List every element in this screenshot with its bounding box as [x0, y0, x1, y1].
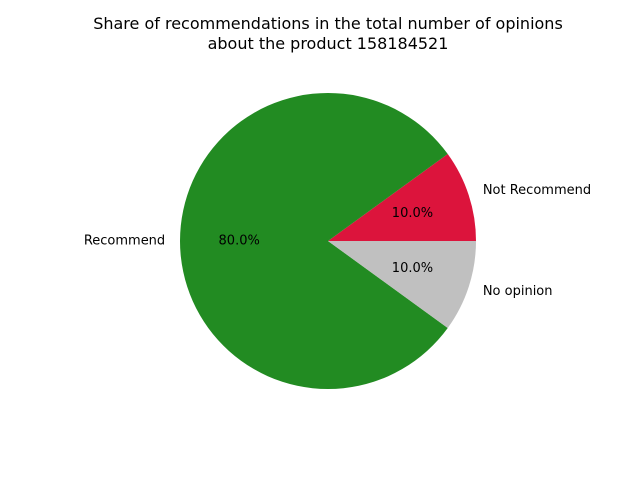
slice-percent-label: 80.0%: [219, 234, 260, 249]
pie-slice-not-recommend: [328, 154, 476, 241]
slice-percent-label: 10.0%: [392, 261, 433, 276]
pie-slice-recommend: [180, 93, 448, 390]
pie-slices: [180, 93, 476, 390]
pie-slice-no-opinion: [328, 241, 476, 328]
pie-labels: Not Recommend 10.0% Recommend 80.0% No opini…: [84, 183, 591, 299]
chart-title-line-2: about the product 158184521: [208, 34, 449, 53]
slice-label: Recommend: [84, 234, 165, 249]
chart-title-line-1: Share of recommendations in the total nu…: [93, 14, 563, 33]
slice-label: Not Recommend: [483, 183, 591, 198]
slice-percent-label: 10.0%: [392, 206, 433, 221]
slice-label: No opinion: [483, 284, 553, 299]
